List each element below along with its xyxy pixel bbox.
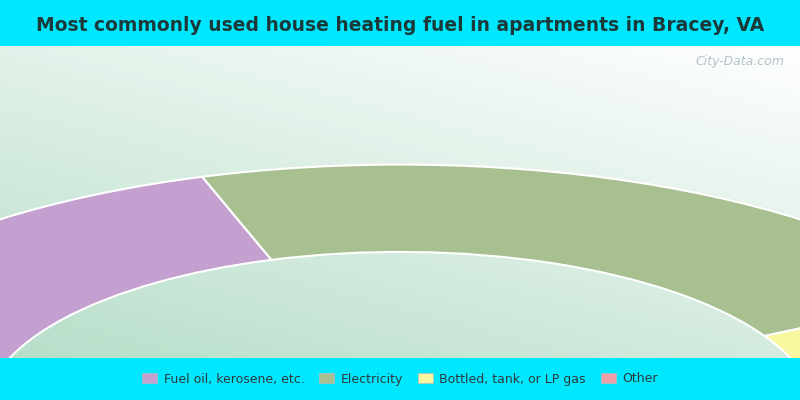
Wedge shape <box>765 294 800 399</box>
Wedge shape <box>0 177 271 400</box>
Legend: Fuel oil, kerosene, etc., Electricity, Bottled, tank, or LP gas, Other: Fuel oil, kerosene, etc., Electricity, B… <box>138 369 662 389</box>
Wedge shape <box>202 164 800 336</box>
Text: City-Data.com: City-Data.com <box>695 55 784 68</box>
Text: Most commonly used house heating fuel in apartments in Bracey, VA: Most commonly used house heating fuel in… <box>36 16 764 35</box>
